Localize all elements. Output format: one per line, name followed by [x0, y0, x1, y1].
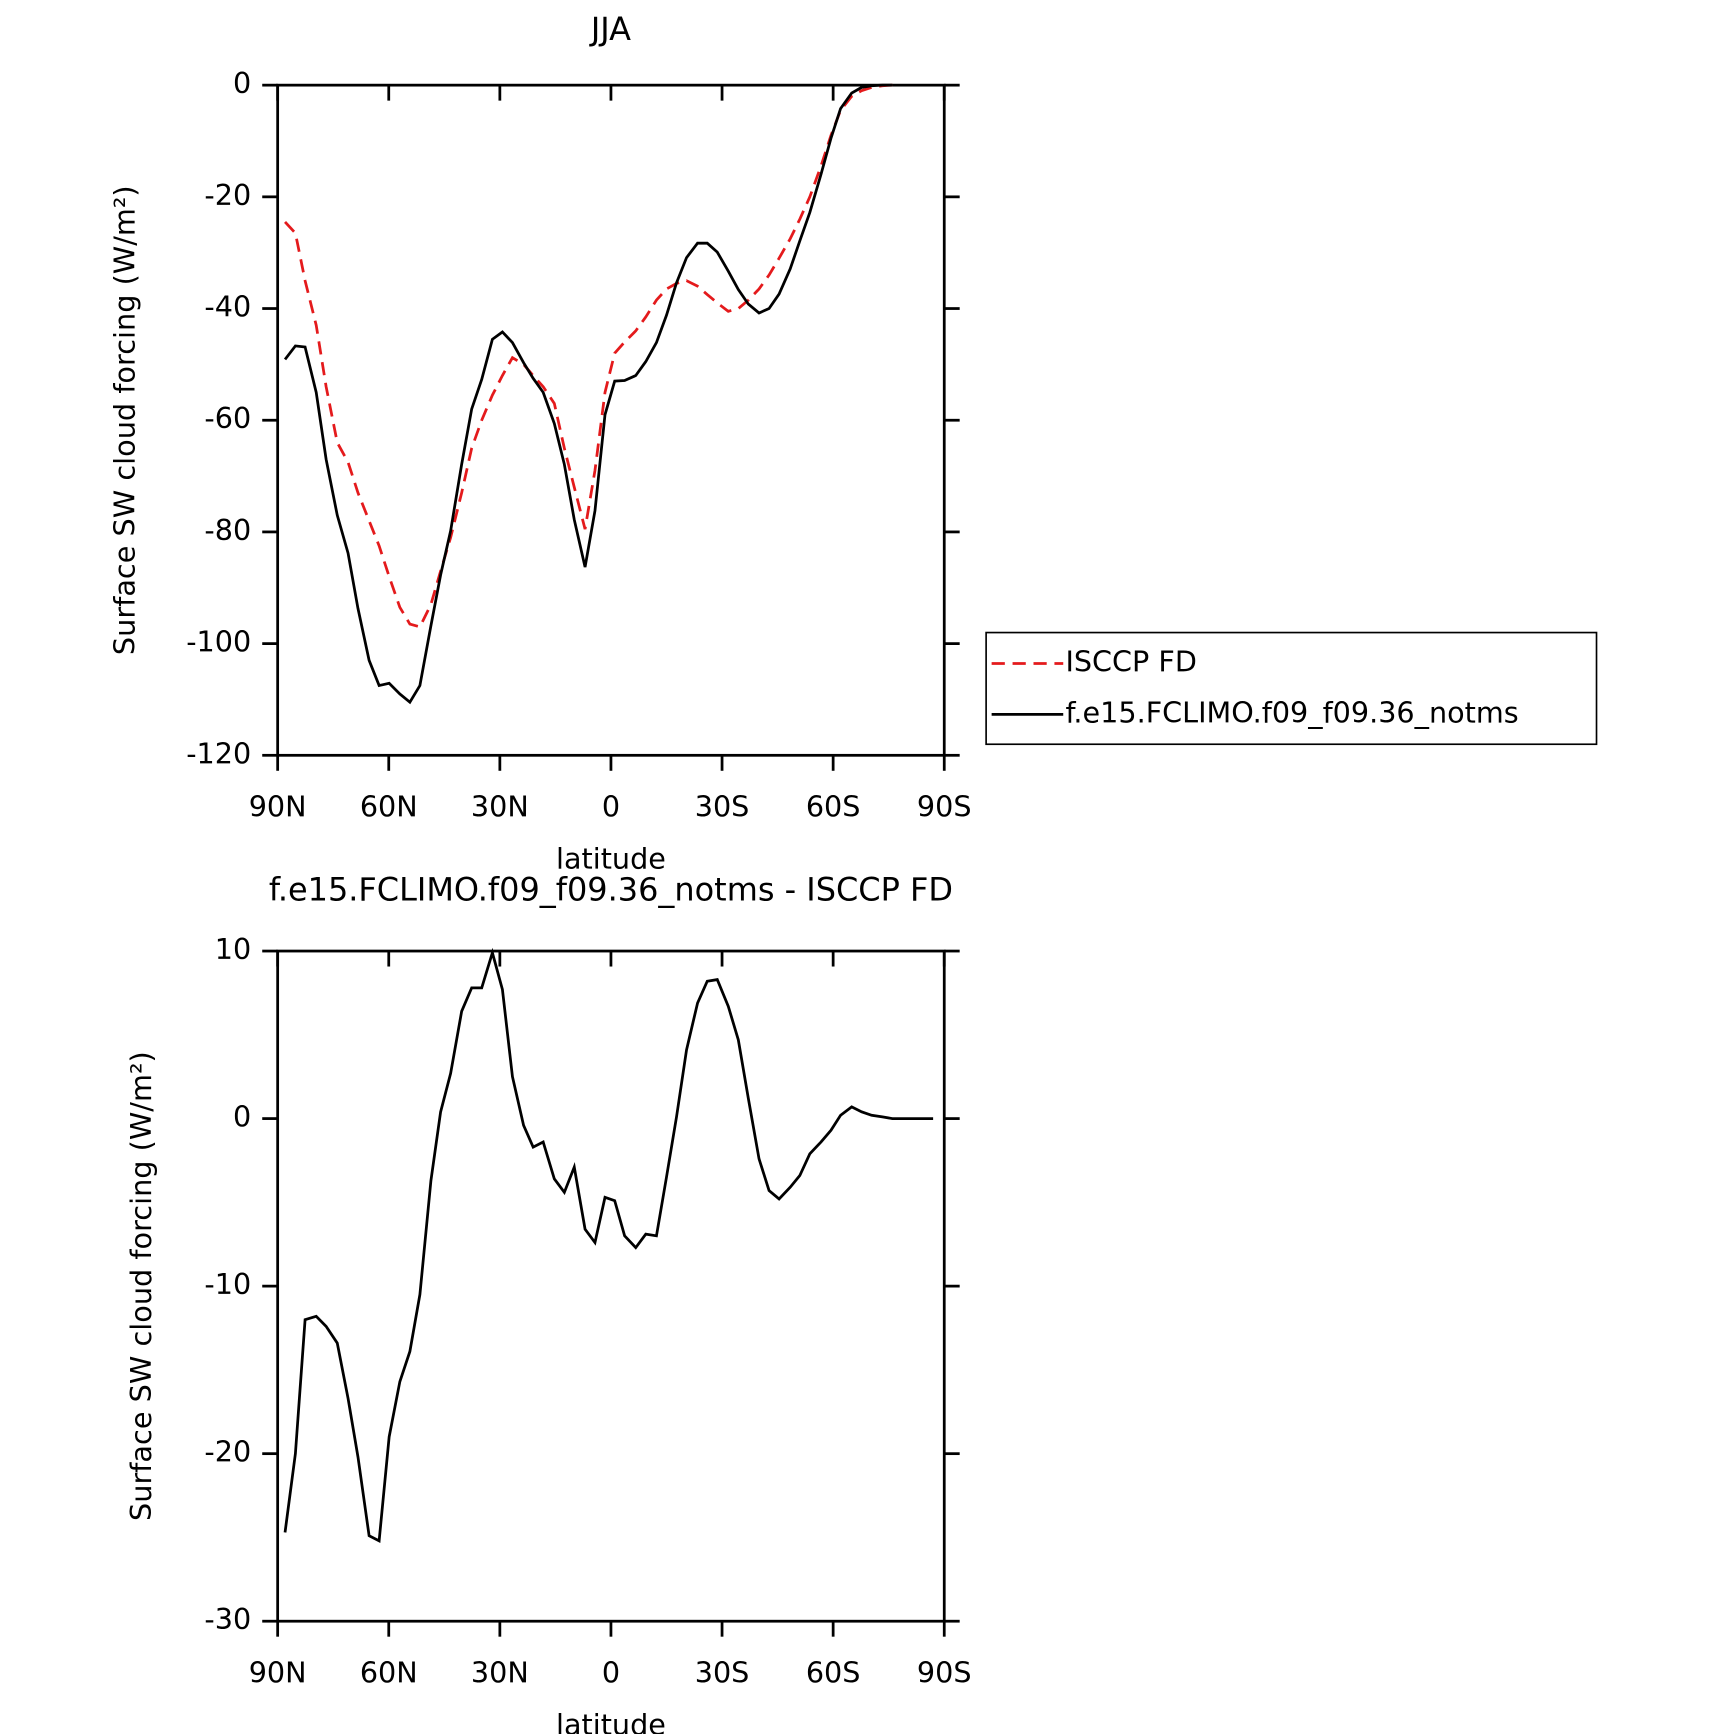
- plot-frame: [276, 949, 946, 1623]
- series-line: [283, 83, 893, 705]
- y-tick-label: -40: [204, 290, 251, 324]
- y-axis-label: Surface SW cloud forcing (W/m²): [124, 1051, 158, 1521]
- series-line: [284, 83, 893, 629]
- x-tick-label: 60N: [360, 789, 418, 823]
- y-axis-label: Surface SW cloud forcing (W/m²): [108, 185, 142, 655]
- legend-label: ISCCP FD: [1065, 644, 1197, 678]
- x-tick-label: 0: [602, 1655, 620, 1689]
- chart-title: JJA: [589, 10, 631, 48]
- x-axis-label: latitude: [556, 1707, 666, 1734]
- x-tick-label: 60N: [360, 1655, 418, 1689]
- x-tick-label: 60S: [806, 789, 861, 823]
- x-tick-label: 30S: [695, 789, 750, 823]
- y-tick-label: 0: [233, 66, 251, 100]
- legend-label: f.e15.FCLIMO.f09_f09.36_notms: [1065, 695, 1518, 729]
- y-tick-label: -120: [186, 736, 251, 770]
- x-axis-label: latitude: [556, 841, 666, 875]
- plot-frame: [276, 83, 946, 757]
- chart-title: f.e15.FCLIMO.f09_f09.36_notms - ISCCP FD: [269, 870, 953, 908]
- y-tick-label: -30: [204, 1602, 251, 1636]
- y-tick-label: -20: [204, 1435, 251, 1469]
- x-tick-label: 30N: [471, 1655, 529, 1689]
- y-tick-label: -60: [204, 401, 251, 435]
- legend-box: [985, 631, 1598, 746]
- x-tick-label: 60S: [806, 1655, 861, 1689]
- y-tick-label: -10: [204, 1267, 251, 1301]
- x-tick-label: 90S: [917, 789, 972, 823]
- y-tick-label: 10: [215, 932, 251, 966]
- x-tick-label: 90N: [249, 789, 307, 823]
- y-tick-label: -20: [204, 178, 251, 212]
- x-tick-label: 90S: [917, 1655, 972, 1689]
- y-tick-label: 0: [233, 1100, 251, 1134]
- x-tick-label: 90N: [249, 1655, 307, 1689]
- x-tick-label: 30S: [695, 1655, 750, 1689]
- x-tick-label: 30N: [471, 789, 529, 823]
- x-tick-label: 0: [602, 789, 620, 823]
- y-tick-label: -100: [186, 625, 251, 659]
- y-tick-label: -80: [204, 513, 251, 547]
- series-line: [283, 947, 934, 1543]
